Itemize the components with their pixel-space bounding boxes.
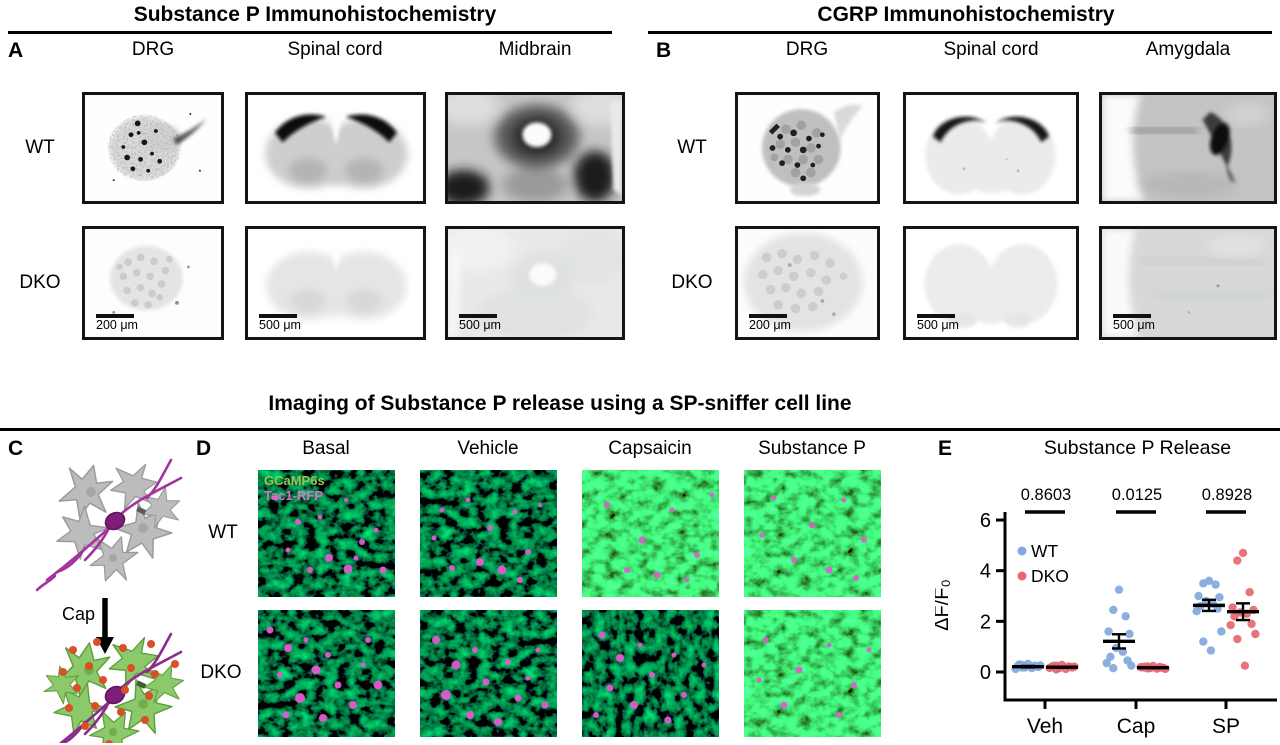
panel-d-letter: D <box>196 437 212 460</box>
scalebar-a-drg: 200 μm <box>96 314 138 332</box>
svg-text:2: 2 <box>980 611 991 633</box>
scalebar-label: 500 μm <box>917 318 959 332</box>
tac1-rfp-label: Tac1-RFP <box>264 488 323 503</box>
micrograph-b-wt-drg <box>735 92 880 204</box>
scalebar-b-drg: 200 μm <box>749 314 791 332</box>
panel-a-title-rule <box>8 31 612 34</box>
sniffer-cell-schematic: Cap <box>35 458 188 743</box>
panel-a-col-spinal: Spinal cord <box>287 39 383 60</box>
micrograph-a-wt-drg <box>82 92 224 204</box>
svg-text:DKO: DKO <box>1031 566 1069 586</box>
panel-d-row-dko: DKO <box>200 662 242 683</box>
scalebar-a-midbrain: 500 μm <box>459 314 501 332</box>
scalebar-line <box>749 314 787 318</box>
gcamp6s-label: GCaMP6s <box>264 473 325 488</box>
micrograph-a-wt-midbrain <box>445 92 625 204</box>
micrograph-b-dko-amygdala: 500 μm <box>1099 226 1277 340</box>
svg-text:0.8603: 0.8603 <box>1021 486 1071 504</box>
panel-a-letter: A <box>8 39 24 62</box>
panel-b-col-amygdala: Amygdala <box>1145 39 1231 60</box>
panel-a-col-drg: DRG <box>131 39 175 60</box>
micrograph-b-wt-amygdala <box>1099 92 1277 204</box>
fluorescence-dko-substancep <box>744 610 881 737</box>
scalebar-line <box>917 314 955 318</box>
fluorescence-dko-vehicle <box>420 610 557 737</box>
svg-text:Veh: Veh <box>1027 715 1063 738</box>
svg-text:0.8928: 0.8928 <box>1202 486 1252 504</box>
scalebar-label: 200 μm <box>96 318 138 332</box>
micrograph-b-dko-drg: 200 μm <box>735 226 880 340</box>
panel-b-title-rule <box>648 31 1272 34</box>
scalebar-line <box>259 314 297 318</box>
panel-b-col-drg: DRG <box>785 39 829 60</box>
scalebar-label: 500 μm <box>459 318 501 332</box>
panel-e-letter: E <box>938 437 953 460</box>
scalebar-b-spinal: 500 μm <box>917 314 959 332</box>
svg-text:Cap: Cap <box>1117 715 1156 738</box>
panel-d-row-wt: WT <box>208 522 238 543</box>
scalebar-label: 500 μm <box>259 318 301 332</box>
micrograph-a-dko-drg: 200 μm <box>82 226 224 340</box>
cap-arrow-label: Cap <box>62 604 95 624</box>
panel-b-title: CGRP Immunohistochemistry <box>817 3 1115 26</box>
fluorescence-dko-capsaicin <box>582 610 719 737</box>
svg-text:6: 6 <box>980 510 991 532</box>
panel-b-col-spinal: Spinal cord <box>943 39 1039 60</box>
gray-cell-cluster <box>47 458 187 589</box>
scalebar-label: 200 μm <box>749 318 791 332</box>
tac1-neuron <box>35 458 183 592</box>
panel-a-row-dko: DKO <box>19 272 61 293</box>
micrograph-b-dko-spinalcord: 500 μm <box>903 226 1079 340</box>
svg-text:WT: WT <box>1031 541 1059 561</box>
substance-p-dots <box>59 638 179 743</box>
scalebar-a-spinal: 500 μm <box>259 314 301 332</box>
panel-a-title: Substance P Immunohistochemistry <box>133 3 497 26</box>
fluorescence-wt-vehicle <box>420 470 557 597</box>
panel-d-col-capsaicin: Capsaicin <box>608 438 692 459</box>
svg-text:SP: SP <box>1212 715 1240 738</box>
fluorescence-dko-basal <box>258 610 395 737</box>
panel-e-title: Substance P Release <box>1043 437 1232 459</box>
panel-b-row-dko: DKO <box>671 272 713 293</box>
section2-rule <box>0 428 1280 431</box>
scalebar-label: 500 μm <box>1113 318 1155 332</box>
panel-d-col-basal: Basal <box>302 438 350 459</box>
scalebar-line <box>459 314 497 318</box>
svg-text:ΔF/F₀: ΔF/F₀ <box>935 579 953 631</box>
micrograph-a-dko-spinalcord: 500 μm <box>245 226 426 340</box>
svg-text:0: 0 <box>980 662 991 684</box>
panel-a-row-wt: WT <box>25 137 55 158</box>
panel-c-letter: C <box>8 437 24 460</box>
panel-d-col-substancep: Substance P <box>758 438 866 459</box>
svg-text:4: 4 <box>980 561 991 583</box>
scalebar-b-amygdala: 500 μm <box>1113 314 1155 332</box>
micrograph-a-dko-midbrain: 500 μm <box>445 226 625 340</box>
section2-title: Imaging of Substance P release using a S… <box>268 392 852 415</box>
panel-d-col-vehicle: Vehicle <box>457 438 519 459</box>
micrograph-b-wt-spinalcord <box>903 92 1079 204</box>
panel-b-letter: B <box>656 39 672 62</box>
green-cell-cluster <box>37 632 188 743</box>
fluorescence-wt-substancep <box>744 470 881 597</box>
substance-p-release-chart: 0 2 4 6 Veh 0.8603 Cap 0.0125 SP 0.8928 WT DKO ΔF/F₀ <box>935 486 1277 738</box>
micrograph-a-wt-spinalcord <box>245 92 426 204</box>
fluorescence-wt-basal: GCaMP6s Tac1-RFP <box>258 470 395 597</box>
panel-a-col-midbrain: Midbrain <box>498 39 572 60</box>
fluorescence-wt-capsaicin <box>582 470 719 597</box>
scalebar-line <box>1113 314 1151 318</box>
panel-b-row-wt: WT <box>677 137 707 158</box>
scalebar-line <box>96 314 134 318</box>
svg-text:0.0125: 0.0125 <box>1112 486 1162 504</box>
